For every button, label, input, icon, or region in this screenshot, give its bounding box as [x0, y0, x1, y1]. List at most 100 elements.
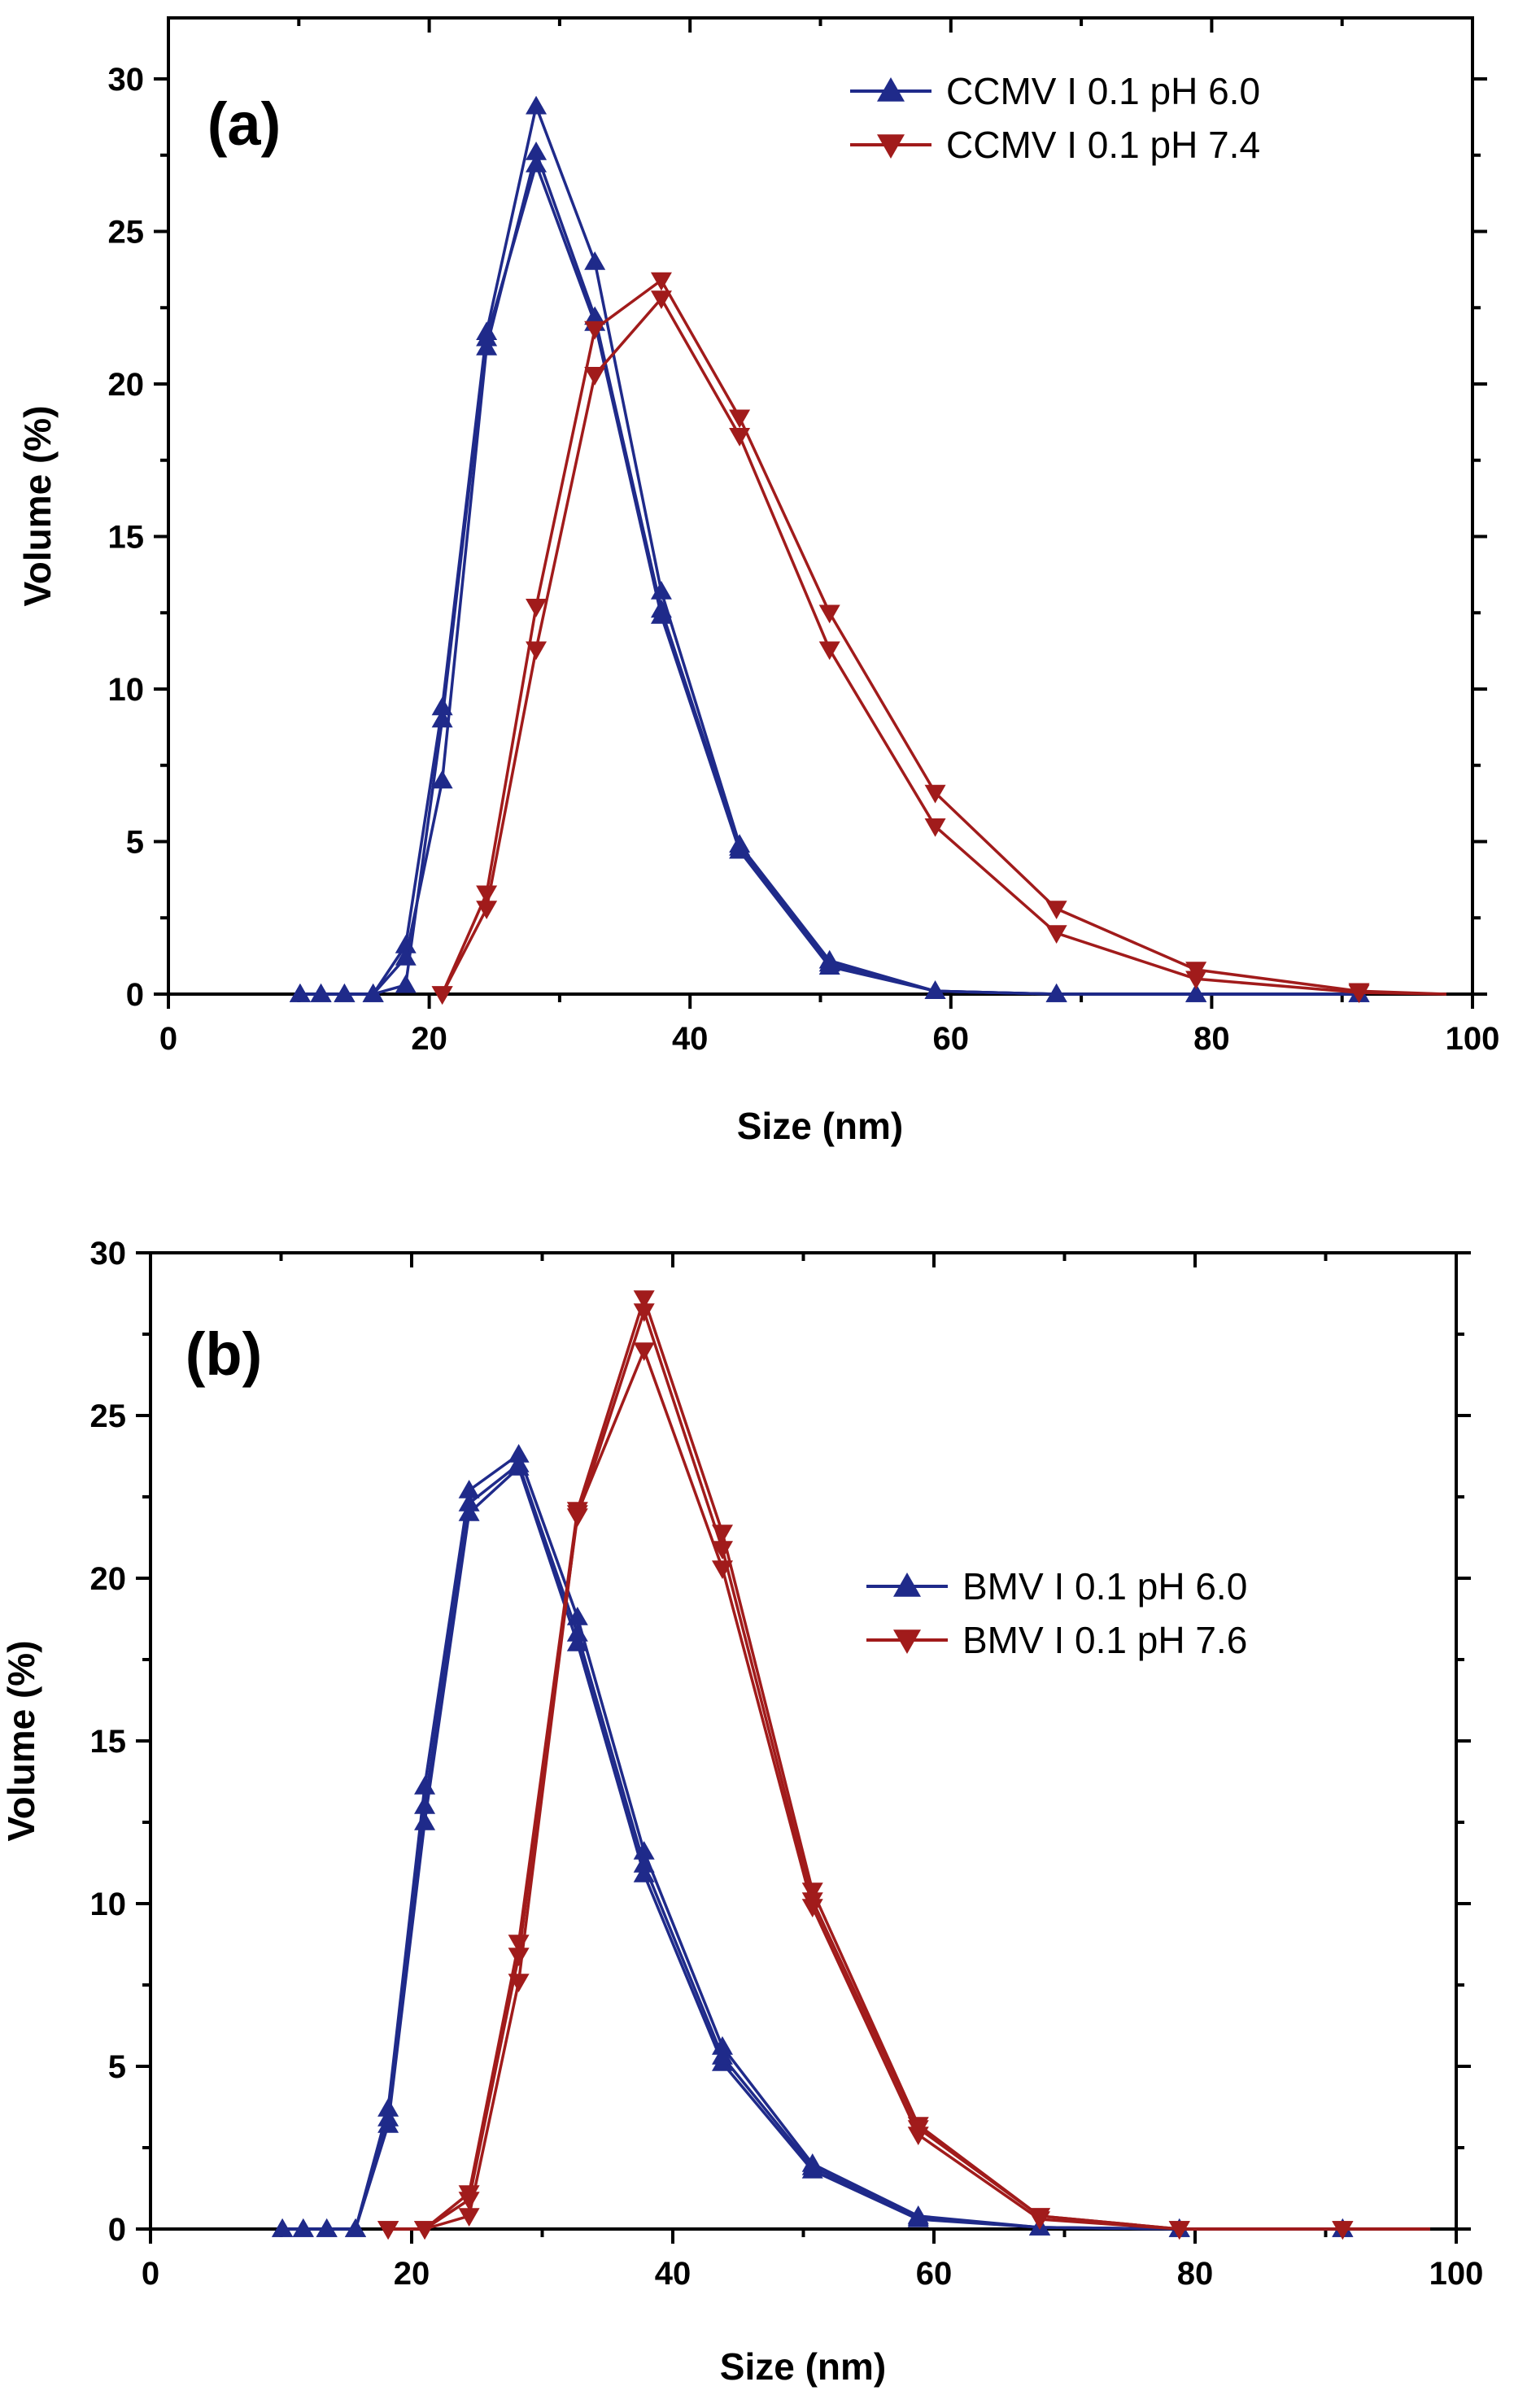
data-point: [907, 2207, 929, 2226]
legend-marker: [877, 134, 905, 159]
panel-a: 0 20 40 60 80 100 0 5 10 15 20 25 30 Size (nm) Volume …: [16, 16, 1500, 1147]
data-point: [395, 974, 417, 993]
data-point: [1168, 2221, 1190, 2240]
x-axis-title: Size (nm): [720, 2345, 886, 2388]
data-point: [818, 604, 840, 624]
data-point: [633, 1290, 655, 1309]
series-line: [440, 278, 1446, 996]
data-point: [818, 956, 840, 975]
data-point: [711, 1541, 733, 1560]
data-point: [395, 947, 417, 966]
x-axis-title: Size (nm): [737, 1105, 903, 1147]
x-tick-label: 60: [916, 2256, 953, 2292]
data-point: [344, 2218, 366, 2237]
data-point: [526, 641, 548, 661]
series-line: [388, 1349, 1430, 2231]
y-tick-label: 0: [108, 2212, 126, 2248]
data-point: [508, 1444, 530, 1463]
data-point: [801, 2157, 823, 2175]
legend-marker: [893, 1573, 921, 1597]
y-tick-label: 20: [90, 1561, 127, 1597]
data-point: [584, 321, 606, 340]
y-tick-label: 15: [108, 520, 145, 556]
x-tick-label: 100: [1446, 1021, 1500, 1057]
legend-entry: BMV I 0.1 pH 6.0: [866, 1565, 1247, 1608]
x-tick-label: 20: [394, 2256, 430, 2292]
data-point: [362, 984, 384, 1002]
y-tick-label: 25: [90, 1398, 127, 1434]
data-point: [316, 2218, 338, 2237]
y-tick-label: 20: [108, 367, 145, 403]
data-point: [650, 272, 672, 291]
data-point: [633, 1342, 655, 1361]
data-point: [272, 2218, 294, 2237]
y-axis-title: Volume (%): [0, 1640, 42, 1841]
data-point: [377, 2108, 399, 2127]
data-point: [292, 2218, 314, 2237]
data-point: [1045, 901, 1067, 919]
data-point: [289, 984, 311, 1002]
data-point: [729, 840, 751, 859]
data-point: [508, 1948, 530, 1966]
data-point: [526, 599, 548, 617]
data-point: [729, 409, 751, 429]
data-point: [633, 1303, 655, 1322]
x-tick-label: 60: [933, 1021, 970, 1057]
panel-label: (b): [185, 1320, 263, 1388]
data-point: [476, 885, 498, 905]
series-line: [282, 1463, 1343, 2231]
series-line: [299, 163, 1359, 996]
legend-entry: CCMV I 0.1 pH 6.0: [850, 70, 1260, 112]
data-point: [729, 428, 751, 447]
data-point: [1348, 984, 1370, 1004]
data-point: [907, 2120, 929, 2139]
data-point: [431, 696, 453, 716]
data-point: [924, 818, 946, 837]
data-point: [526, 142, 548, 160]
data-point: [1045, 925, 1067, 944]
data-point: [584, 367, 606, 386]
legend-marker: [877, 77, 905, 102]
x-tick-label: 100: [1429, 2256, 1484, 2292]
data-point: [801, 1892, 823, 1911]
y-axis-title: Volume (%): [16, 405, 59, 606]
data-point: [431, 986, 453, 1005]
y-tick-label: 5: [108, 2049, 126, 2085]
data-point: [1045, 984, 1067, 1002]
y-tick-label: 30: [90, 1236, 127, 1272]
legend-label: BMV I 0.1 pH 7.6: [962, 1619, 1247, 1661]
y-tick-label: 10: [108, 672, 145, 708]
series-line: [388, 1310, 1430, 2231]
panel-b: 0 20 40 60 80 100 0 5 10 15 20 25 30 Size (nm) Volume …: [0, 1236, 1483, 2388]
data-point: [1332, 2221, 1354, 2240]
x-tick-label: 20: [411, 1021, 447, 1057]
data-point: [633, 1854, 655, 1873]
data-point: [377, 2221, 399, 2240]
y-tick-label: 0: [126, 977, 144, 1013]
series-ph6: [272, 1444, 1354, 2237]
data-point: [1029, 2208, 1051, 2227]
data-point: [414, 2221, 436, 2240]
x-tick-label: 0: [142, 2256, 159, 2292]
y-tick-label: 25: [108, 215, 145, 251]
legend-marker: [893, 1629, 921, 1654]
series-ph7: [377, 1290, 1430, 2240]
plot-frame: [167, 16, 1474, 996]
data-point: [458, 1480, 480, 1498]
data-point: [924, 784, 946, 804]
data-point: [650, 290, 672, 309]
data-point: [458, 2208, 480, 2227]
data-point: [508, 1454, 530, 1472]
data-point: [310, 984, 332, 1002]
data-point: [526, 95, 548, 115]
legend-entry: CCMV I 0.1 pH 7.4: [850, 124, 1260, 166]
y-tick-label: 30: [108, 62, 145, 98]
x-tick-label: 80: [1193, 1021, 1230, 1057]
x-tick-label: 80: [1177, 2256, 1214, 2292]
legend-label: CCMV I 0.1 pH 6.0: [946, 70, 1260, 112]
data-point: [566, 1623, 588, 1642]
series-ph6: [289, 95, 1370, 1002]
data-point: [414, 1795, 436, 1814]
